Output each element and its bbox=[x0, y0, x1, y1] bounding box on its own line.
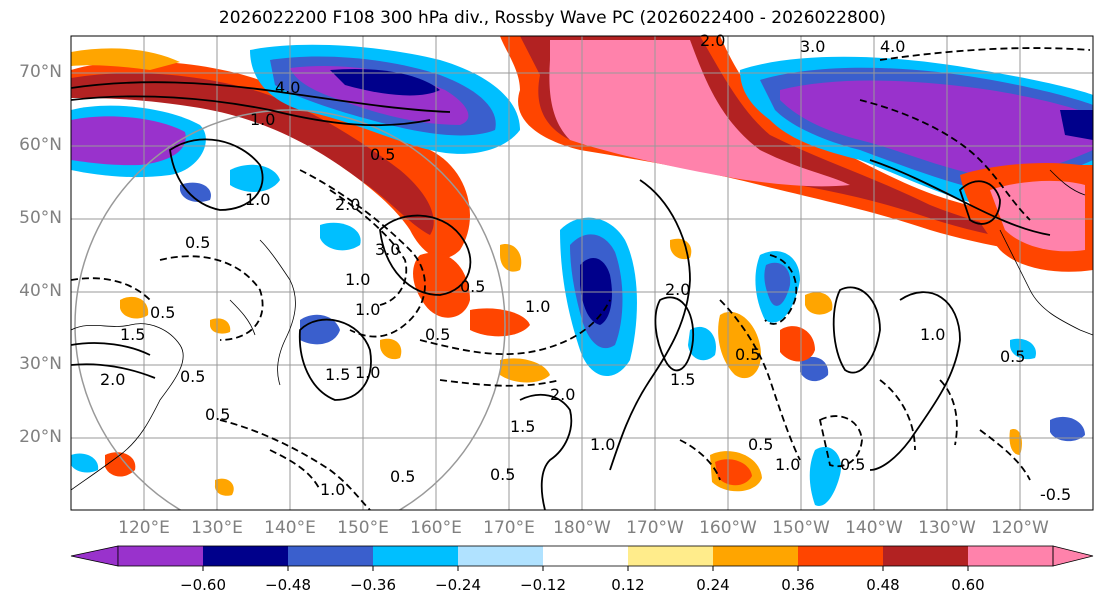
contour-label: 0.5 bbox=[425, 325, 450, 344]
lat-label: 70°N bbox=[19, 62, 62, 82]
contour-label: 0.5 bbox=[370, 145, 395, 164]
contour-label: 0.5 bbox=[180, 367, 205, 386]
lon-label: 160°E bbox=[410, 518, 462, 538]
contour-label: 1.0 bbox=[525, 297, 550, 316]
contour-label: 1.0 bbox=[250, 110, 275, 129]
colorbar-tick-label: −0.36 bbox=[350, 576, 396, 594]
contour-labels: 4.0 3.0 4.0 2.0 1.0 0.5 1.0 2.0 3.0 1.0 … bbox=[100, 31, 1071, 504]
contours-positive bbox=[71, 81, 1051, 510]
contour-label: 3.0 bbox=[375, 240, 400, 259]
colorbar-tick-label: 0.48 bbox=[866, 576, 900, 594]
lon-label: 120°W bbox=[991, 518, 1049, 538]
contour-label: 1.5 bbox=[510, 417, 535, 436]
lat-label: 20°N bbox=[19, 427, 62, 447]
lat-label: 60°N bbox=[19, 135, 62, 155]
colorbar-tick-label: −0.48 bbox=[265, 576, 311, 594]
contour-label: 0.5 bbox=[1000, 347, 1025, 366]
contour-label: 2.0 bbox=[100, 370, 125, 389]
lon-label: 170°W bbox=[626, 518, 684, 538]
contour-label: 0.5 bbox=[390, 467, 415, 486]
lat-label: 40°N bbox=[19, 281, 62, 301]
contour-label: 1.0 bbox=[345, 270, 370, 289]
contour-label: 0.5 bbox=[150, 303, 175, 322]
contours-negative bbox=[71, 47, 1091, 510]
contour-label: 1.0 bbox=[245, 190, 270, 209]
contour-label: 4.0 bbox=[880, 37, 905, 56]
contour-label: 1.0 bbox=[590, 435, 615, 454]
contour-label: 2.0 bbox=[550, 385, 575, 404]
contour-label: 1.0 bbox=[355, 300, 380, 319]
map-title: 2026022200 F108 300 hPa div., Rossby Wav… bbox=[218, 8, 887, 28]
reference-circle bbox=[74, 109, 506, 510]
lon-label: 140°E bbox=[264, 518, 316, 538]
shaded-field bbox=[71, 36, 1093, 506]
lon-label: 160°W bbox=[699, 518, 757, 538]
contour-label: 0.5 bbox=[840, 455, 865, 474]
contour-label: 1.5 bbox=[325, 365, 350, 384]
contour-label: 1.5 bbox=[120, 325, 145, 344]
lat-label: 50°N bbox=[19, 208, 62, 228]
contour-label: 1.5 bbox=[670, 370, 695, 389]
lon-label: 170°E bbox=[483, 518, 535, 538]
contour-label: 1.0 bbox=[920, 325, 945, 344]
lon-label: 140°W bbox=[845, 518, 903, 538]
colorbar-tick-label: −0.24 bbox=[435, 576, 481, 594]
colorbar-tick-label: −0.60 bbox=[180, 576, 226, 594]
colorbar-tick-label: 0.36 bbox=[781, 576, 815, 594]
contour-label: 0.5 bbox=[205, 405, 230, 424]
contour-label: -0.5 bbox=[1040, 485, 1071, 504]
lon-label: 180°W bbox=[553, 518, 611, 538]
contour-label: 0.5 bbox=[490, 465, 515, 484]
colorbar-tick-label: −0.12 bbox=[520, 576, 566, 594]
contour-label: 1.0 bbox=[775, 455, 800, 474]
colorbar-tick-label: 0.12 bbox=[611, 576, 645, 594]
lat-label: 30°N bbox=[19, 354, 62, 374]
contour-label: 0.5 bbox=[185, 233, 210, 252]
contour-label: 0.5 bbox=[735, 345, 760, 364]
contour-label: 2.0 bbox=[335, 195, 360, 214]
lon-label: 150°W bbox=[772, 518, 830, 538]
contour-label: 3.0 bbox=[800, 37, 825, 56]
colorbar-tick-label: 0.60 bbox=[951, 576, 985, 594]
coastlines bbox=[71, 169, 1093, 491]
lon-label: 130°E bbox=[191, 518, 243, 538]
contour-label: 0.5 bbox=[748, 435, 773, 454]
map-frame bbox=[70, 35, 1094, 511]
contour-label: 4.0 bbox=[275, 78, 300, 97]
lon-label: 150°E bbox=[337, 518, 389, 538]
lon-label: 130°W bbox=[918, 518, 976, 538]
colorbar-tick-label: 0.24 bbox=[696, 576, 730, 594]
contour-label: 2.0 bbox=[665, 280, 690, 299]
map-gridlines bbox=[71, 36, 1093, 510]
lon-label: 120°E bbox=[118, 518, 170, 538]
contour-label: 1.0 bbox=[355, 363, 380, 382]
contour-label: 1.0 bbox=[320, 480, 345, 499]
contour-label: 0.5 bbox=[460, 277, 485, 296]
contour-label: 2.0 bbox=[700, 31, 725, 50]
